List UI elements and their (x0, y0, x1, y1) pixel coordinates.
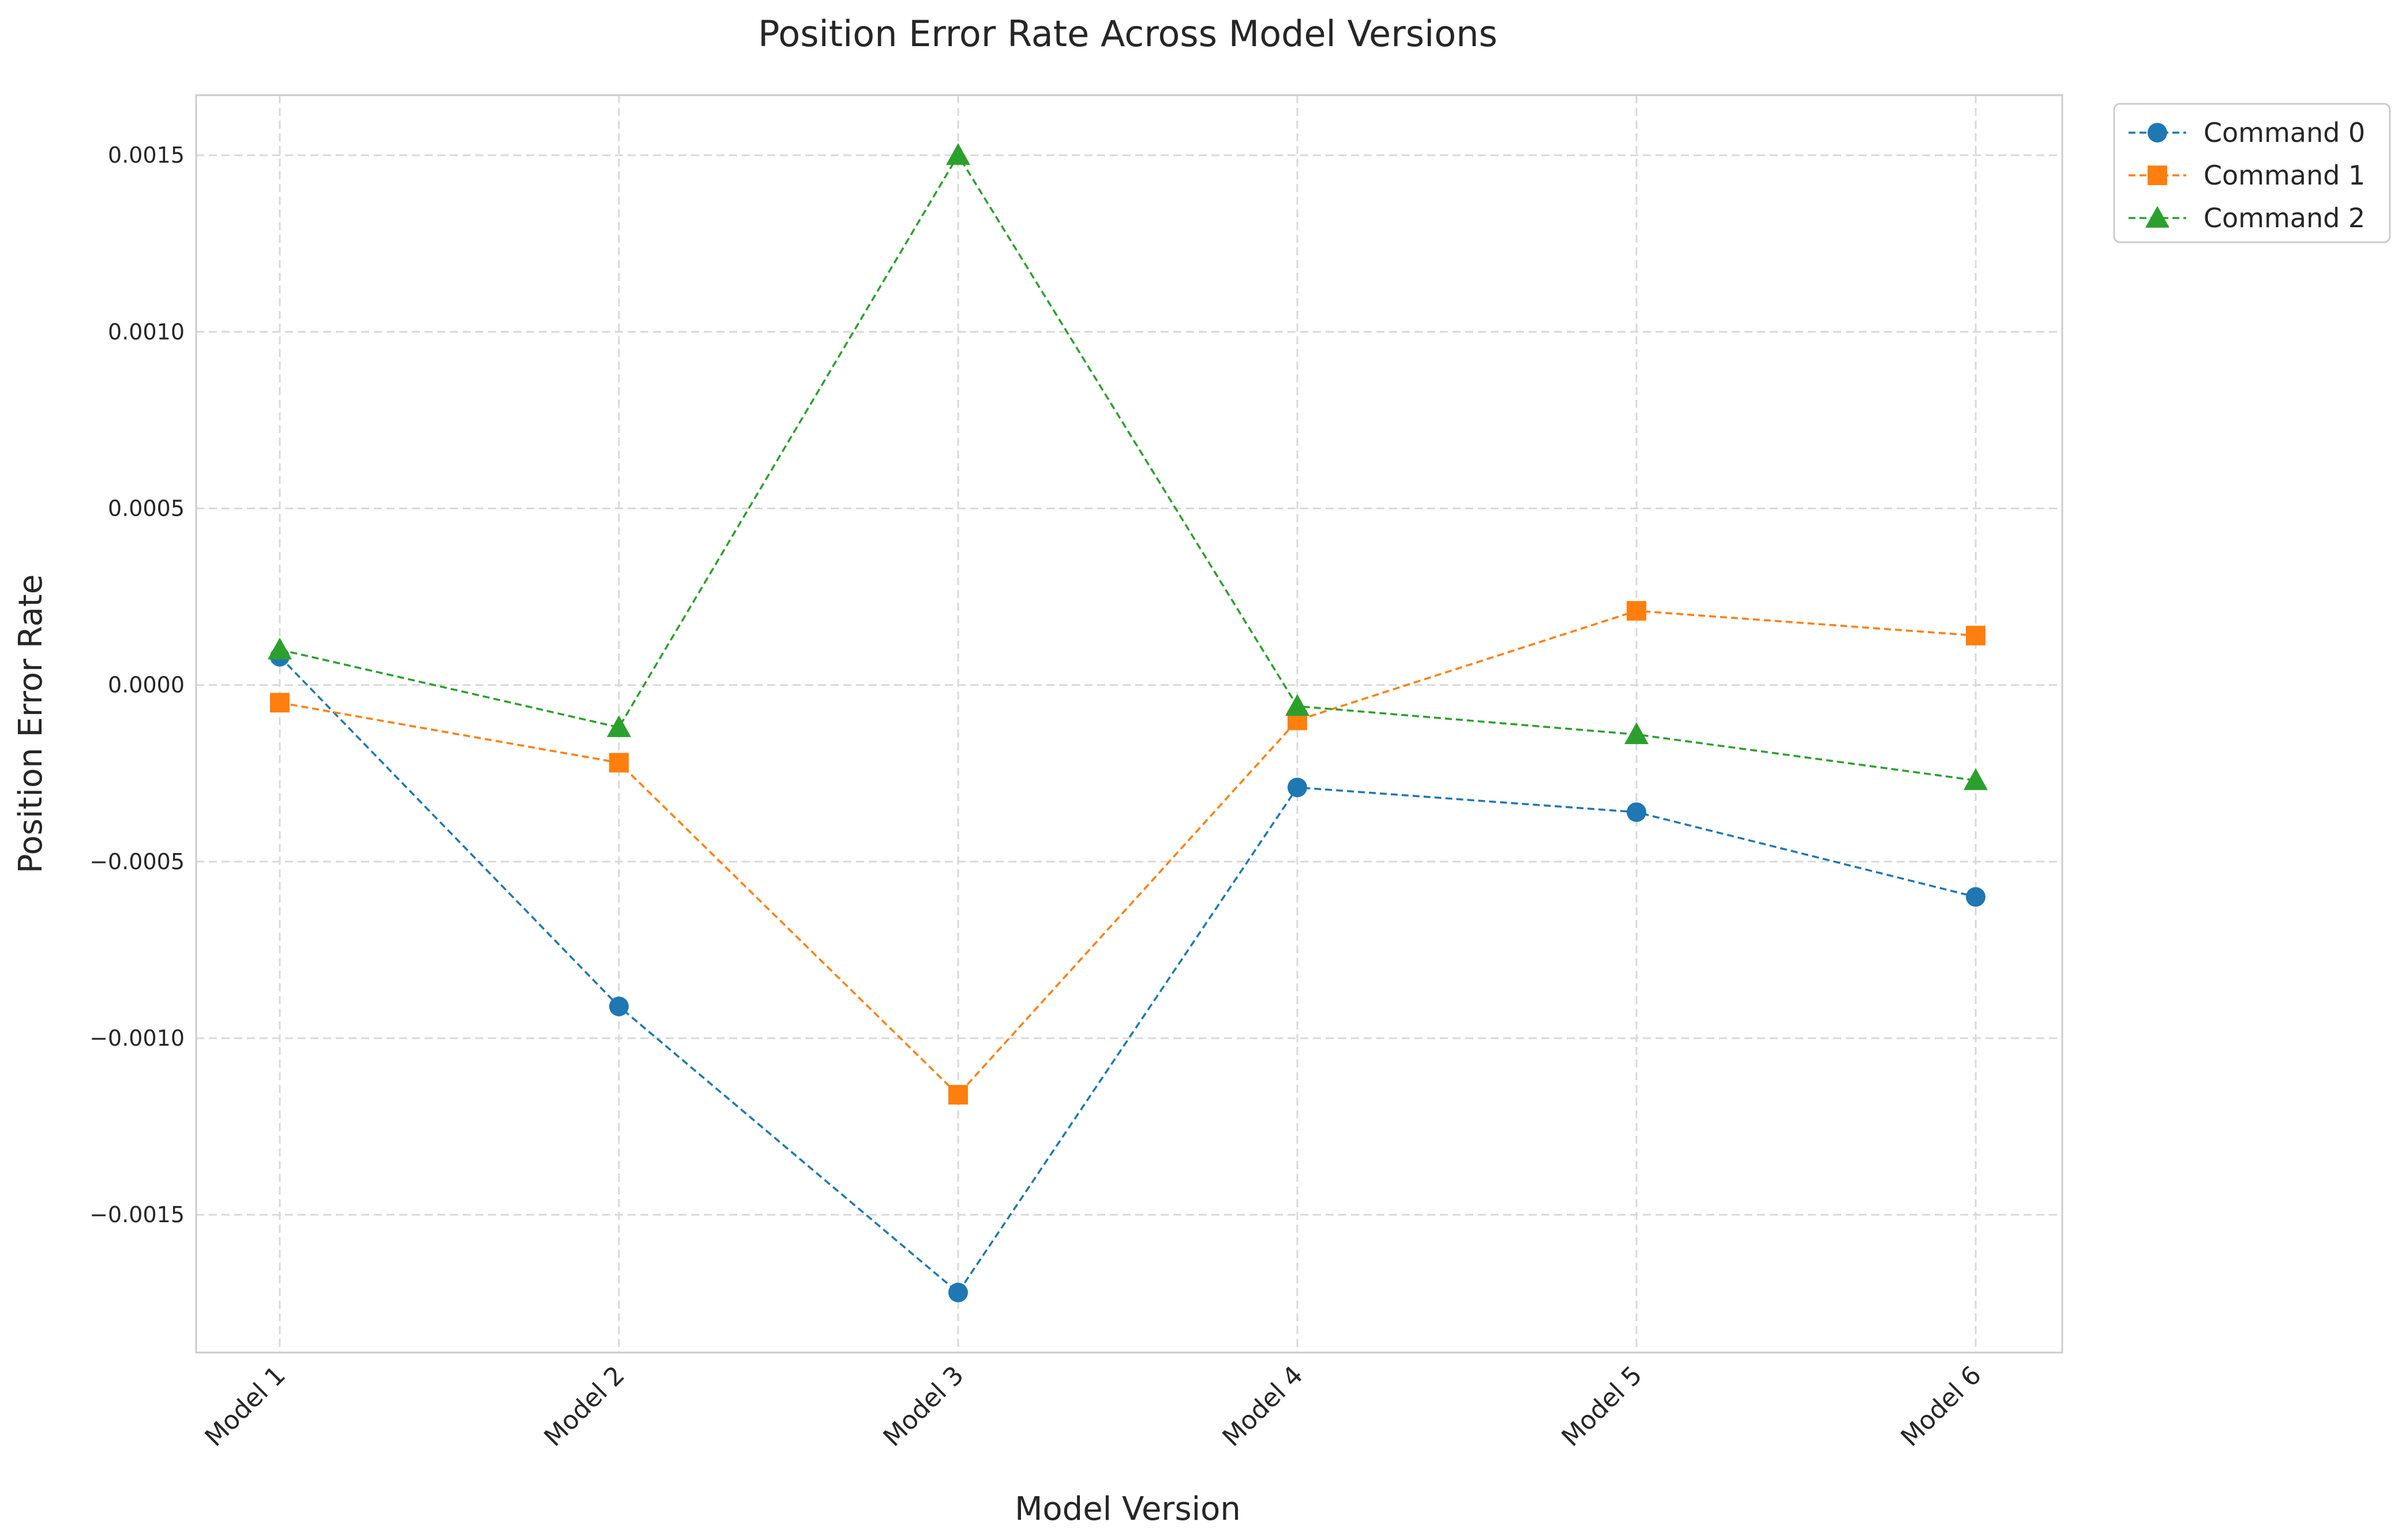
series-line (279, 610, 1976, 1096)
series-1 (270, 601, 1985, 1105)
data-point (948, 1282, 968, 1302)
x-axis-ticks: Model 1 Model 2 Model 3 Model 4 Model 5 Model… (200, 1361, 1987, 1452)
chart-title: Position Error Rate Across Model Version… (758, 13, 1497, 55)
x-axis-label: Model Version (1015, 1490, 1241, 1528)
legend-entry: Command 2 (2129, 202, 2365, 234)
legend-marker (2145, 206, 2169, 228)
y-axis-ticks: −0.0015 −0.0010 −0.0005 0.0000 0.0005 0.0010 0… (89, 142, 185, 1227)
data-point (1627, 802, 1646, 822)
data-point (607, 715, 631, 737)
x-tick-label: Model 2 (539, 1361, 630, 1452)
series-layer (268, 143, 1988, 1302)
legend-label: Command 2 (2204, 202, 2365, 234)
data-point (609, 753, 629, 773)
y-tick-label: 0.0010 (108, 319, 185, 344)
y-tick-label: 0.0005 (108, 495, 185, 521)
y-tick-label: −0.0015 (89, 1202, 185, 1227)
y-axis-label: Position Error Rate (12, 574, 50, 874)
x-tick-label: Model 5 (1556, 1361, 1648, 1452)
data-point (1964, 768, 1988, 790)
data-point (270, 693, 290, 713)
legend-label: Command 1 (2204, 160, 2365, 191)
legend-label: Command 0 (2204, 117, 2365, 148)
y-tick-label: −0.0010 (89, 1026, 185, 1051)
y-tick-label: 0.0015 (108, 142, 185, 168)
y-tick-label: 0.0000 (108, 673, 185, 698)
legend-marker (2148, 123, 2167, 142)
legend-box (2113, 103, 2391, 243)
data-point (1285, 694, 1309, 716)
y-tick-label: −0.0005 (89, 849, 185, 874)
data-point (1627, 601, 1646, 621)
data-point (948, 1084, 968, 1105)
legend-marker (2148, 166, 2167, 185)
legend-entry: Command 0 (2129, 117, 2365, 148)
data-point (946, 143, 970, 165)
data-point (609, 996, 629, 1016)
x-tick-label: Model 3 (878, 1361, 970, 1452)
legend: Command 0 Command 1 Command 2 (2113, 103, 2391, 243)
data-point (268, 637, 292, 660)
data-point (1288, 777, 1307, 798)
data-point (1624, 722, 1649, 745)
data-point (1966, 887, 1985, 907)
plot-area-frame (195, 94, 2063, 1354)
series-2 (268, 143, 1988, 790)
x-tick-label: Model 6 (1895, 1361, 1987, 1452)
x-tick-label: Model 4 (1217, 1361, 1309, 1452)
legend-entry: Command 1 (2129, 160, 2365, 191)
grid (196, 95, 2062, 1353)
series-line (279, 153, 1976, 782)
series-line (279, 656, 1976, 1294)
series-0 (270, 647, 1985, 1302)
x-tick-label: Model 1 (200, 1361, 291, 1452)
data-point (1966, 625, 1985, 645)
